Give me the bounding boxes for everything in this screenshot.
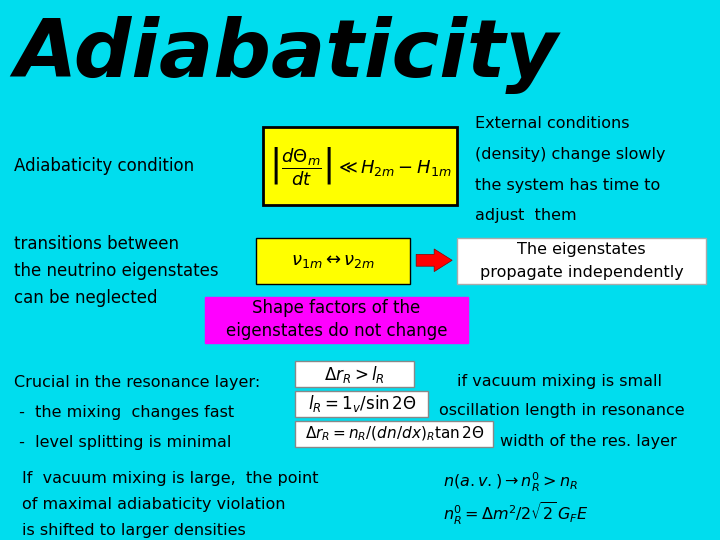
Text: External conditions: External conditions <box>475 116 630 131</box>
Text: Adiabaticity condition: Adiabaticity condition <box>14 157 194 174</box>
Text: can be neglected: can be neglected <box>14 289 158 307</box>
Text: $\nu_{1m} \leftrightarrow \nu_{2m}$: $\nu_{1m} \leftrightarrow \nu_{2m}$ <box>291 252 375 269</box>
Bar <box>295 391 428 417</box>
Text: $n(a.v.) \rightarrow n_R^0  >  n_R$: $n(a.v.) \rightarrow n_R^0 > n_R$ <box>443 471 577 494</box>
Text: eigenstates do not change: eigenstates do not change <box>226 322 447 340</box>
Text: -  the mixing  changes fast: - the mixing changes fast <box>14 405 235 420</box>
Text: $\Delta r_R  >  l_R$: $\Delta r_R > l_R$ <box>324 364 385 384</box>
Text: Adiabaticity: Adiabaticity <box>14 16 558 94</box>
Text: $\left|\dfrac{d\Theta_m}{dt}\right| \ll H_{2m} - H_{1m}$: $\left|\dfrac{d\Theta_m}{dt}\right| \ll … <box>269 145 451 187</box>
Text: propagate independently: propagate independently <box>480 265 683 280</box>
Text: if vacuum mixing is small: if vacuum mixing is small <box>457 374 662 389</box>
Text: the neutrino eigenstates: the neutrino eigenstates <box>14 262 219 280</box>
Text: $l_R = 1_v/ \sin 2\Theta$: $l_R = 1_v/ \sin 2\Theta$ <box>307 394 416 414</box>
Text: the system has time to: the system has time to <box>475 178 660 193</box>
Bar <box>295 421 493 447</box>
Bar <box>295 361 414 387</box>
Text: of maximal adiabaticity violation: of maximal adiabaticity violation <box>22 497 285 512</box>
Text: is shifted to larger densities: is shifted to larger densities <box>22 523 246 538</box>
Text: transitions between: transitions between <box>14 235 179 253</box>
Text: Shape factors of the: Shape factors of the <box>253 300 420 318</box>
Bar <box>256 238 410 284</box>
Text: The eigenstates: The eigenstates <box>517 241 646 256</box>
Text: (density) change slowly: (density) change slowly <box>475 147 666 162</box>
Text: -  level splitting is minimal: - level splitting is minimal <box>14 435 232 450</box>
Text: width of the res. layer: width of the res. layer <box>500 434 677 449</box>
Text: If  vacuum mixing is large,  the point: If vacuum mixing is large, the point <box>22 471 318 486</box>
Text: Crucial in the resonance layer:: Crucial in the resonance layer: <box>14 375 261 390</box>
Text: $\Delta r_R = n_R / (dn/dx)_R \tan 2\Theta$: $\Delta r_R = n_R / (dn/dx)_R \tan 2\The… <box>305 425 484 443</box>
Bar <box>263 127 457 205</box>
FancyArrow shape <box>416 249 452 272</box>
Text: oscillation length in resonance: oscillation length in resonance <box>439 403 685 418</box>
Text: $n_R^0 = \Delta m^2/ 2\sqrt{2}\, G_F E$: $n_R^0 = \Delta m^2/ 2\sqrt{2}\, G_F E$ <box>443 501 588 527</box>
Text: adjust  them: adjust them <box>475 208 577 224</box>
Bar <box>457 238 706 284</box>
Bar <box>205 297 468 343</box>
